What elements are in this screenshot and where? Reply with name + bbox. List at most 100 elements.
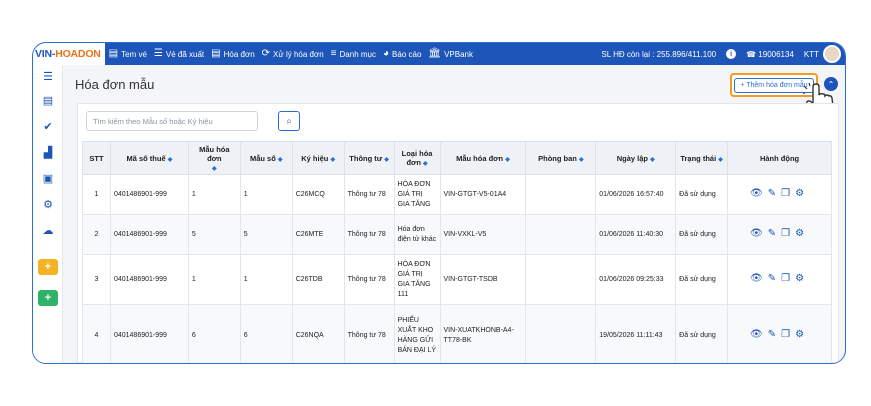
phone-number: 19006134 (758, 49, 794, 59)
header-label: Ngày lập (616, 153, 648, 163)
copy-icon[interactable]: ❐ (781, 228, 791, 239)
nav-ve-da-xuat[interactable]: ☰ Vé đã xuất (154, 49, 204, 59)
header-label: Thông tư (349, 153, 383, 163)
cell-phong-ban (525, 254, 597, 305)
check-icon[interactable]: ✔ (43, 120, 53, 133)
search-button[interactable]: ⌕ (278, 111, 300, 131)
sort-icon: ◆ (423, 161, 428, 167)
header-label: Trạng thái (680, 153, 717, 163)
cell-mau-hd: 6 (187, 304, 241, 363)
nav-hoa-don[interactable]: ▤ Hóa đơn (211, 49, 255, 59)
nav-danh-muc[interactable]: ≡ Danh mục (331, 49, 376, 59)
add-green-button[interactable]: + (38, 290, 58, 306)
nav-bao-cao[interactable]: ◕ Báo cáo (383, 49, 421, 59)
refresh-icon: ⟳ (261, 48, 271, 59)
col-mau-hoa-don[interactable]: Mẫu hóa đơn ◆ (187, 141, 241, 175)
user-name[interactable]: KTT (803, 49, 819, 59)
cell-actions: 👁 ✎ ❐ ⚙ (727, 174, 832, 215)
info-icon[interactable]: i (726, 49, 737, 59)
logo-text-hoadon: HOADON (55, 48, 101, 60)
eye-icon[interactable]: 👁 (750, 329, 763, 340)
col-loai-hoa-don[interactable]: Loại hóa đơn ◆ (393, 141, 441, 175)
content-panel: Tìm kiếm theo Mẫu số hoặc Ký hiệu ⌕ STT … (77, 103, 839, 363)
edit-icon[interactable]: ✎ (767, 228, 777, 239)
app-window: VIN- HOADON ▤ Tem vé ☰ Vé đã xuất ▤ Hóa đơn … (32, 42, 846, 364)
cell-mau-hd: 1 (187, 254, 241, 305)
cell-loai: HÓA ĐƠN GIÁ TRỊ GIA TĂNG 111 (393, 254, 441, 305)
add-yellow-button[interactable]: + (38, 259, 58, 275)
edit-icon[interactable]: ✎ (767, 273, 777, 284)
edit-icon[interactable]: ✎ (767, 188, 777, 199)
list-icon: ☰ (153, 48, 163, 59)
table-row: 2 0401486901-999 5 5 C26MTE Thông tư 78 … (82, 214, 832, 255)
col-hanh-dong: Hành động (727, 141, 832, 175)
sort-icon: ◆ (384, 156, 389, 163)
sort-icon: ◆ (167, 156, 173, 163)
cell-ngay-lap: 01/06/2026 11:40:30 (595, 214, 677, 255)
sort-icon: ◆ (277, 156, 283, 163)
gear-icon[interactable]: ⚙ (795, 188, 805, 199)
nav-tem-ve[interactable]: ▤ Tem vé (109, 49, 147, 59)
cell-actions: 👁 ✎ ❐ ⚙ (727, 214, 832, 255)
header-label: Mã số thuế (126, 153, 166, 163)
gear-icon[interactable]: ⚙ (795, 228, 805, 239)
cell-trang-thai: Đã sử dụng (675, 304, 729, 363)
col-trang-thai[interactable]: Trạng thái ◆ (675, 141, 729, 175)
nav-label: Vé đã xuất (165, 49, 205, 59)
document-icon: ▤ (211, 48, 221, 59)
cell-trang-thai: Đã sử dụng (675, 174, 729, 215)
cell-mau-hd: 1 (187, 174, 241, 215)
cell-mau-hoa-don: VIN-XUATKHONB-A4-TT78-BK (439, 304, 527, 363)
cloud-icon[interactable]: ☁ (42, 224, 54, 237)
cell-phong-ban (525, 304, 597, 363)
sidebar: ☰ ▤ ✔ ▟ ▣ ⚙ ☁ + + (33, 65, 63, 363)
hamburger-icon[interactable]: ☰ (43, 70, 53, 83)
bar-chart-icon[interactable]: ▟ (43, 146, 53, 159)
gear-icon[interactable]: ⚙ (43, 198, 53, 211)
col-ngay-lap[interactable]: Ngày lập ◆ (595, 141, 677, 175)
col-mau-so[interactable]: Mẫu số ◆ (239, 141, 293, 175)
nav-label: Tem vé (121, 49, 147, 59)
message-icon[interactable]: ▣ (42, 172, 54, 185)
nav-vpbank[interactable]: 🏛 VPBank (428, 49, 473, 59)
cell-mau-hoa-don: VIN-VXKL-V5 (439, 214, 527, 255)
cell-mau-so: 6 (239, 304, 293, 363)
copy-icon[interactable]: ❐ (781, 273, 791, 284)
col-ma-so-thue[interactable]: Mã số thuế ◆ (109, 141, 189, 175)
gear-icon[interactable]: ⚙ (795, 273, 805, 284)
sort-icon: ◆ (212, 165, 217, 172)
cell-phong-ban (525, 214, 597, 255)
pie-chart-icon: ◕ (382, 48, 390, 59)
cell-ky-hieu: C26MCQ (291, 174, 345, 215)
bank-icon: 🏛 (428, 48, 442, 59)
eye-icon[interactable]: 👁 (750, 228, 763, 239)
cell-trang-thai: Đã sử dụng (675, 254, 729, 305)
document-icon[interactable]: ▤ (42, 94, 54, 107)
add-template-button[interactable]: + Thêm hóa đơn mẫu (730, 73, 818, 97)
copy-icon[interactable]: ❐ (781, 329, 791, 340)
search-input[interactable]: Tìm kiếm theo Mẫu số hoặc Ký hiệu (86, 111, 258, 131)
nav-xu-ly-hoa-don[interactable]: ⟳ Xử lý hóa đơn (262, 49, 324, 59)
copy-icon[interactable]: ❐ (781, 188, 791, 199)
col-ky-hieu[interactable]: Ký hiệu ◆ (291, 141, 345, 175)
col-mau-hoa-don-2[interactable]: Mẫu hóa đơn ◆ (439, 141, 527, 175)
document-icon: ▤ (108, 48, 119, 59)
cell-actions: 👁 ✎ ❐ ⚙ (727, 304, 832, 363)
edit-icon[interactable]: ✎ (767, 329, 777, 340)
cell-loai: Hóa đơn điện tử khác (393, 214, 441, 255)
eye-icon[interactable]: 👁 (750, 188, 763, 199)
col-stt: STT (82, 141, 111, 175)
phone-icon: ☎ (746, 49, 759, 59)
gear-icon[interactable]: ⚙ (795, 329, 805, 340)
cell-loai: PHIẾU XUẤT KHO HÀNG GỬI BÁN ĐẠI LÝ (393, 304, 441, 363)
header-label: Mẫu số (249, 153, 276, 163)
col-phong-ban[interactable]: Phòng ban ◆ (525, 141, 597, 175)
avatar[interactable] (823, 45, 841, 63)
top-navbar: VIN- HOADON ▤ Tem vé ☰ Vé đã xuất ▤ Hóa đơn … (33, 43, 845, 65)
logo[interactable]: VIN- HOADON (33, 43, 105, 65)
cell-trang-thai: Đã sử dụng (675, 214, 729, 255)
col-thong-tu[interactable]: Thông tư ◆ (343, 141, 395, 175)
sort-icon: ◆ (718, 156, 723, 163)
eye-icon[interactable]: 👁 (750, 273, 763, 284)
chevron-up-icon[interactable]: ⌃ (824, 77, 838, 91)
